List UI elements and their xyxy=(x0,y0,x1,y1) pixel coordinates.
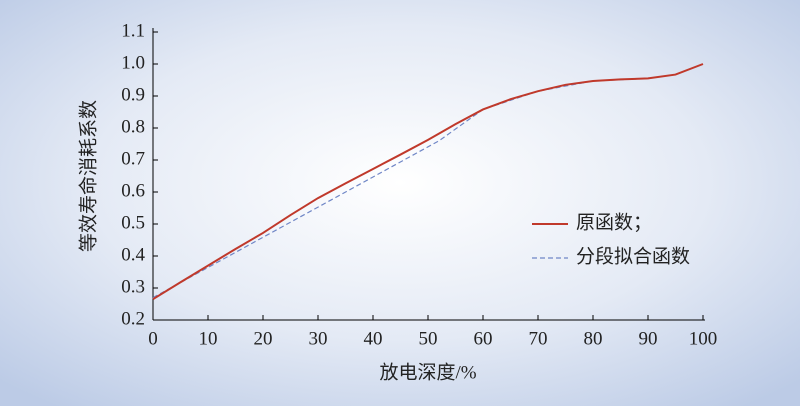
y-tick-label: 0.9 xyxy=(121,84,145,105)
legend-label: 分段拟合函数 xyxy=(576,245,690,267)
y-tick-label: 0.2 xyxy=(121,308,145,329)
x-tick-label: 50 xyxy=(419,328,438,349)
y-axis-label: 等效寿命消耗系数 xyxy=(77,100,99,252)
legend-label: 原函数； xyxy=(576,211,652,233)
y-tick-label: 0.3 xyxy=(121,276,145,297)
x-tick-label: 0 xyxy=(148,328,158,349)
y-tick-label: 0.7 xyxy=(121,148,145,169)
y-tick-label: 0.4 xyxy=(121,244,145,265)
y-tick-label: 1.1 xyxy=(121,20,145,41)
x-tick-label: 80 xyxy=(584,328,603,349)
y-tick-label: 0.6 xyxy=(121,180,145,201)
series-line xyxy=(152,63,704,301)
y-tick-label: 1.0 xyxy=(121,52,145,73)
x-tick-label: 90 xyxy=(639,328,658,349)
x-tick-label: 40 xyxy=(364,328,383,349)
x-tick-label: 60 xyxy=(474,328,493,349)
x-axis-label: 放电深度/% xyxy=(379,361,476,383)
y-tick-label: 0.5 xyxy=(121,212,145,233)
y-tick-label: 0.8 xyxy=(121,116,145,137)
x-tick-label: 10 xyxy=(199,328,218,349)
x-tick-label: 70 xyxy=(529,328,548,349)
x-tick-label: 30 xyxy=(309,328,328,349)
x-tick-label: 20 xyxy=(254,328,273,349)
x-tick-label: 100 xyxy=(689,328,718,349)
